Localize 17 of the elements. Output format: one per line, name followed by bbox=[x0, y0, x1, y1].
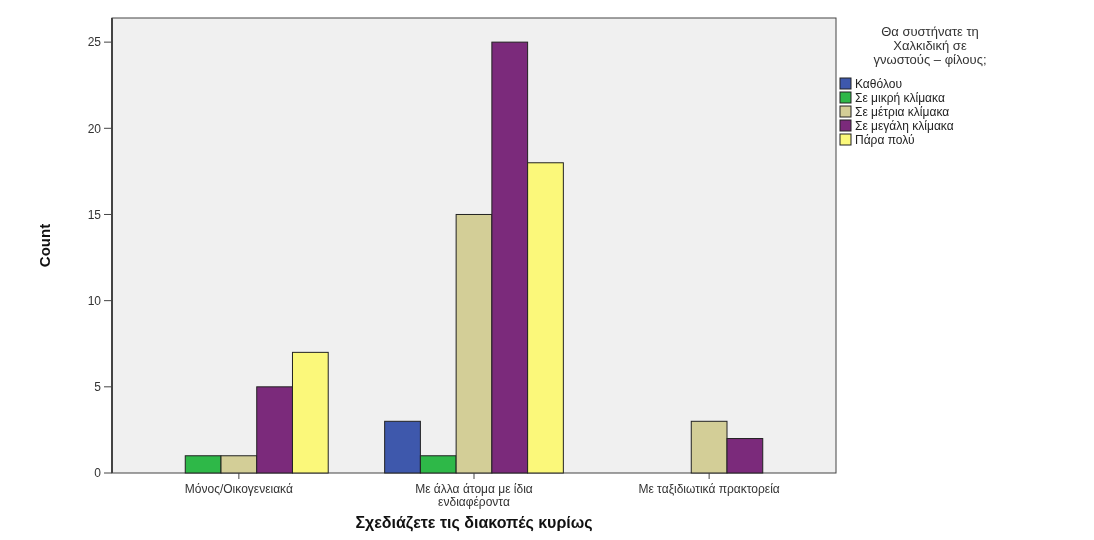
legend-label: Πάρα πολύ bbox=[855, 132, 915, 147]
x-tick-label: Με ταξιδιωτικά πρακτορεία bbox=[638, 482, 780, 496]
y-tick-label: 20 bbox=[87, 121, 102, 136]
legend-label: Σε μεγάλη κλίμακα bbox=[855, 118, 954, 133]
legend-title: Θα συστήνατε τη Χαλκιδική σε γνωστούς – φίλους; bbox=[873, 24, 987, 67]
y-tick-label: 10 bbox=[87, 293, 102, 308]
legend-label: Σε μικρή κλίμακα bbox=[855, 90, 945, 105]
y-tick-label: 15 bbox=[87, 207, 102, 222]
y-tick-label: 0 bbox=[94, 466, 102, 481]
x-axis-title: Σχεδιάζετε τις διακοπές κυρίως bbox=[355, 514, 593, 532]
legend-label: Καθόλου bbox=[855, 76, 902, 91]
legend-label: Σε μέτρια κλίμακα bbox=[855, 104, 950, 119]
y-axis-title: Count bbox=[36, 223, 53, 268]
x-tick-label: Με άλλα άτομα με ίδια ενδιαφέροντα bbox=[415, 482, 533, 509]
x-tick-label: Μόνος/Οικογενειακά bbox=[184, 482, 293, 496]
y-tick-label: 25 bbox=[87, 35, 102, 50]
y-tick-label: 5 bbox=[94, 380, 102, 395]
